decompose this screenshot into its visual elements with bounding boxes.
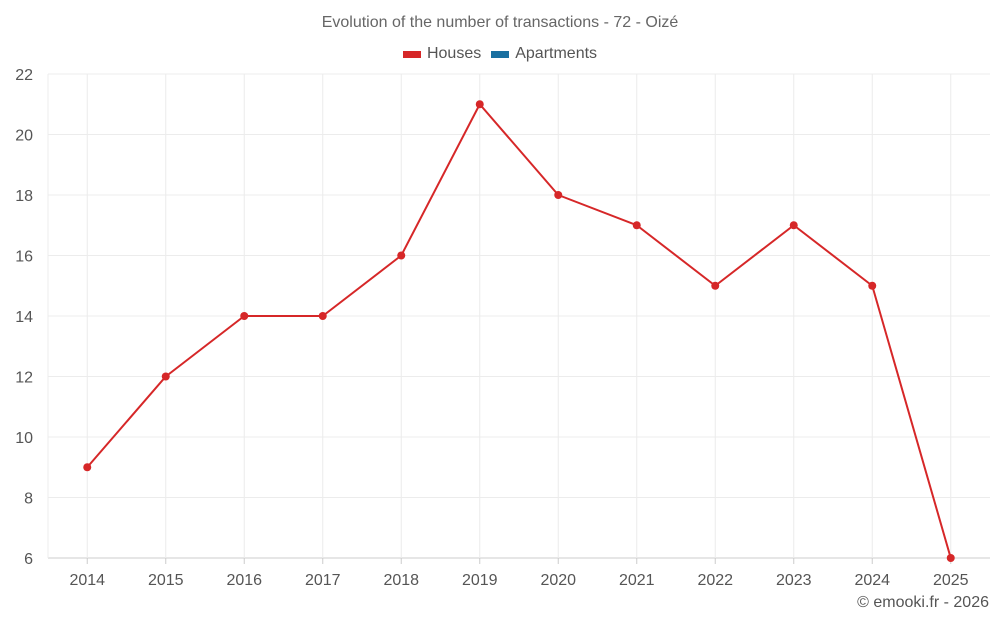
- x-tick-label-2023: 2023: [776, 572, 812, 589]
- x-tick-label-2015: 2015: [148, 572, 184, 589]
- x-tick-label-2022: 2022: [697, 572, 733, 589]
- data-point-2020[interactable]: [554, 191, 563, 199]
- legend-swatch-houses: [402, 50, 421, 58]
- y-tick-label-10: 10: [15, 430, 33, 447]
- y-tick-label-22: 22: [15, 67, 33, 84]
- y-tick-label-12: 12: [15, 370, 33, 387]
- data-point-2015[interactable]: [161, 372, 170, 381]
- legend: Houses Apartments: [0, 45, 1000, 63]
- x-axis: 2014 2015 2016 2017 2018 2019 2020 2021 2022 2023…: [69, 558, 969, 589]
- y-tick-label-20: 20: [15, 128, 33, 145]
- legend-item-apartments[interactable]: Apartments: [491, 45, 597, 63]
- y-tick-label-18: 18: [15, 188, 33, 205]
- credit-text: © emooki.fr - 2026: [857, 594, 989, 611]
- y-tick-label-6: 6: [24, 551, 33, 568]
- x-tick-label-2016: 2016: [226, 572, 262, 589]
- x-tick-label-2018: 2018: [383, 572, 419, 589]
- chart-title: Evolution of the number of transactions …: [321, 14, 679, 31]
- y-tick-label-8: 8: [24, 491, 33, 508]
- series-line-houses: [86, 103, 952, 559]
- legend-label-apartments: Apartments: [515, 45, 598, 62]
- x-tick-label-2019: 2019: [462, 572, 498, 589]
- data-point-2019[interactable]: [475, 100, 484, 109]
- legend-swatch-apartments: [491, 50, 510, 58]
- x-tick-label-2025: 2025: [933, 572, 969, 589]
- data-point-2025[interactable]: [946, 554, 955, 562]
- x-tick-label-2020: 2020: [540, 572, 576, 589]
- x-tick-label-2017: 2017: [305, 572, 341, 589]
- data-point-2024[interactable]: [868, 281, 877, 290]
- data-point-2017[interactable]: [318, 312, 327, 320]
- legend-item-houses[interactable]: Houses: [402, 45, 482, 63]
- data-point-2022[interactable]: [711, 281, 720, 290]
- data-point-2014[interactable]: [83, 463, 92, 472]
- x-tick-label-2014: 2014: [69, 572, 105, 589]
- data-point-2018[interactable]: [397, 251, 406, 260]
- x-tick-label-2024: 2024: [854, 572, 890, 589]
- series-houses: [83, 100, 955, 562]
- data-point-2023[interactable]: [789, 221, 798, 230]
- y-tick-label-14: 14: [15, 309, 33, 326]
- y-axis: 6 8 10 12 14 16 18 20 22: [15, 67, 33, 568]
- grid: [47, 73, 990, 559]
- data-point-2021[interactable]: [632, 221, 641, 230]
- data-point-2016[interactable]: [240, 312, 249, 320]
- x-tick-label-2021: 2021: [619, 572, 655, 589]
- y-tick-label-16: 16: [15, 249, 33, 266]
- legend-label-houses: Houses: [426, 45, 482, 62]
